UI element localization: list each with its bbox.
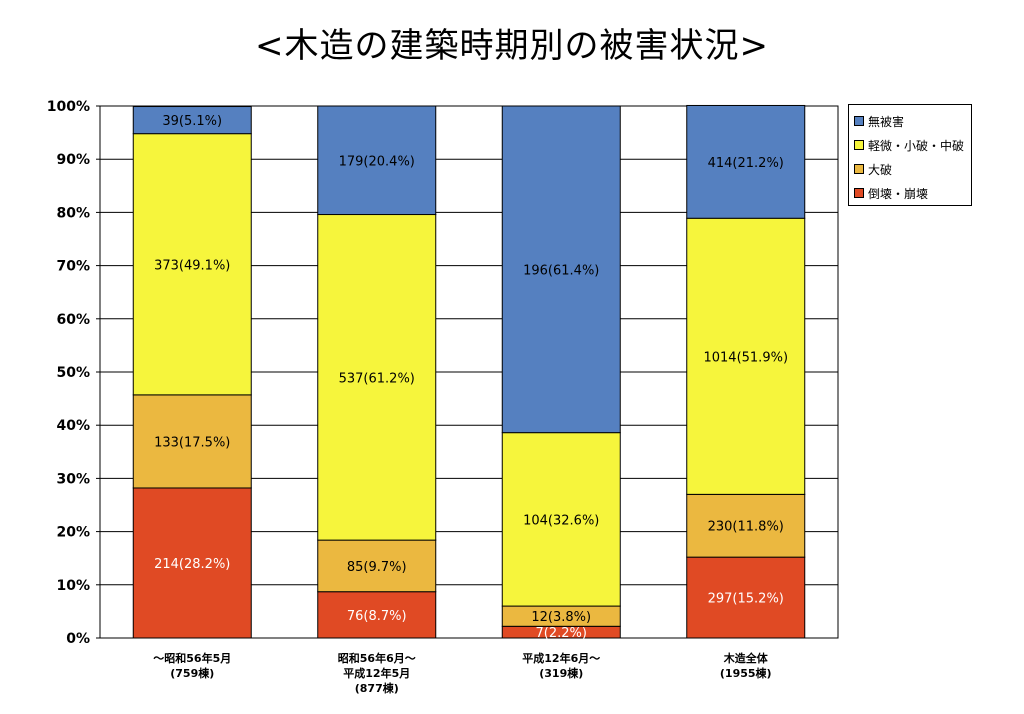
chart-title: <木造の建築時期別の被害状況> (255, 26, 769, 66)
data-label: 196(61.4%) (523, 263, 599, 278)
legend-item: 軽微・小破・中破 (854, 133, 971, 157)
data-label: 414(21.2%) (708, 156, 784, 171)
data-label: 537(61.2%) (339, 371, 415, 386)
y-tick-label: 0% (66, 631, 90, 647)
x-tick-label: 昭和56年6月～ (338, 651, 416, 665)
y-tick-label: 80% (56, 205, 90, 221)
data-label: 7(2.2%) (536, 626, 587, 641)
legend-label: 無被害 (868, 114, 905, 129)
bar-segment (686, 556, 806, 639)
y-tick-label: 10% (56, 578, 90, 594)
x-tick-label: 木造全体 (723, 651, 769, 665)
legend-item: 大破 (854, 157, 971, 181)
bar-segment (686, 217, 806, 495)
y-tick-label: 20% (56, 525, 90, 541)
bar-segment (317, 105, 437, 216)
bar-segment (501, 432, 621, 607)
data-label: 133(17.5%) (154, 435, 230, 450)
legend: 無被害軽微・小破・中破 大破倒壊・崩壊 (848, 104, 972, 206)
bar-segment (132, 394, 252, 489)
y-tick-label: 90% (56, 152, 90, 168)
x-tick-label: (759棟) (170, 666, 214, 680)
data-label: 85(9.7%) (347, 560, 407, 575)
y-axis-ticks: 0% 10% 20% 30% 40% 50% 60% 70% 80% 90% 100% (47, 99, 100, 647)
data-labels: 214(28.2%) 133(17.5%) 373(49.1%) 39(5.1%) 76… (154, 114, 788, 641)
bar-segment (501, 105, 621, 434)
legend-item: 無被害 (854, 109, 971, 133)
data-label: 230(11.8%) (708, 520, 784, 535)
x-tick-label: (877棟) (355, 681, 399, 695)
y-tick-label: 100% (47, 99, 90, 115)
bar-segment (686, 493, 806, 558)
legend-swatch (854, 188, 864, 198)
data-label: 179(20.4%) (339, 154, 415, 169)
legend-label: 軽微・小破・中破 (868, 138, 965, 153)
data-label: 297(15.2%) (708, 592, 784, 607)
legend-swatch (854, 116, 864, 126)
y-tick-label: 40% (56, 418, 90, 434)
y-tick-label: 60% (56, 312, 90, 328)
legend-item: 倒壊・崩壊 (854, 181, 971, 205)
x-tick-label: 平成12年5月 (343, 666, 410, 680)
bar-segment (686, 104, 806, 219)
data-label: 1014(51.9%) (703, 350, 788, 365)
legend-swatch (854, 140, 864, 150)
bar-segment (317, 214, 437, 541)
bar-segment (132, 487, 252, 639)
y-tick-label: 30% (56, 471, 90, 487)
x-axis-ticks: ～昭和56年5月(759棟) 昭和56年6月～平成12年5月(877棟) 平成12年… (153, 651, 771, 695)
data-label: 39(5.1%) (162, 114, 222, 129)
bar-segment (317, 591, 437, 639)
data-label: 373(49.1%) (154, 258, 230, 273)
data-label: 12(3.8%) (531, 610, 591, 625)
legend-label: 大破 (868, 162, 893, 177)
x-tick-label: (319棟) (539, 666, 583, 680)
data-label: 76(8.7%) (347, 609, 407, 624)
data-label: 214(28.2%) (154, 557, 230, 572)
y-tick-label: 70% (56, 259, 90, 275)
legend-label: 倒壊・崩壊 (868, 186, 929, 201)
bars (132, 104, 806, 639)
bar-segment (132, 106, 252, 135)
y-tick-label: 50% (56, 365, 90, 381)
data-label: 104(32.6%) (523, 513, 599, 528)
x-tick-label: 平成12年6月～ (522, 651, 600, 665)
x-tick-label: ～昭和56年5月 (153, 651, 231, 665)
bar-segment (132, 133, 252, 396)
x-tick-label: (1955棟) (720, 666, 772, 680)
legend-swatch (854, 164, 864, 174)
